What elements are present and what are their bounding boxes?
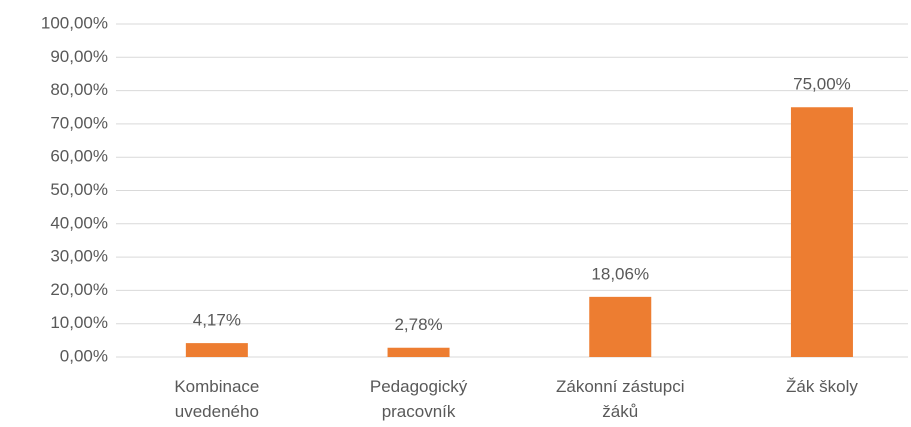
x-tick-label: Žák školy	[786, 377, 858, 396]
y-tick-label: 80,00%	[50, 80, 108, 99]
y-tick-label: 0,00%	[60, 346, 108, 365]
y-tick-label: 40,00%	[50, 213, 108, 232]
bar	[185, 343, 248, 357]
y-tick-label: 50,00%	[50, 180, 108, 199]
data-label: 2,78%	[394, 315, 442, 334]
data-label: 75,00%	[793, 75, 851, 94]
bar	[589, 296, 652, 357]
y-tick-label: 20,00%	[50, 280, 108, 299]
y-tick-label: 30,00%	[50, 247, 108, 266]
x-tick-label: Pedagogický pracovník	[370, 377, 468, 421]
data-label: 18,06%	[591, 264, 649, 283]
x-tick-label: Kombinace uvedeného	[174, 377, 259, 421]
bar	[387, 347, 450, 357]
y-tick-label: 10,00%	[50, 313, 108, 332]
y-tick-label: 100,00%	[41, 13, 108, 32]
y-tick-label: 90,00%	[50, 47, 108, 66]
y-tick-label: 60,00%	[50, 147, 108, 166]
x-tick-label: Zákonní zástupci žáků	[556, 377, 685, 421]
y-tick-label: 70,00%	[50, 113, 108, 132]
data-label: 4,17%	[193, 311, 241, 330]
bar	[790, 107, 853, 357]
